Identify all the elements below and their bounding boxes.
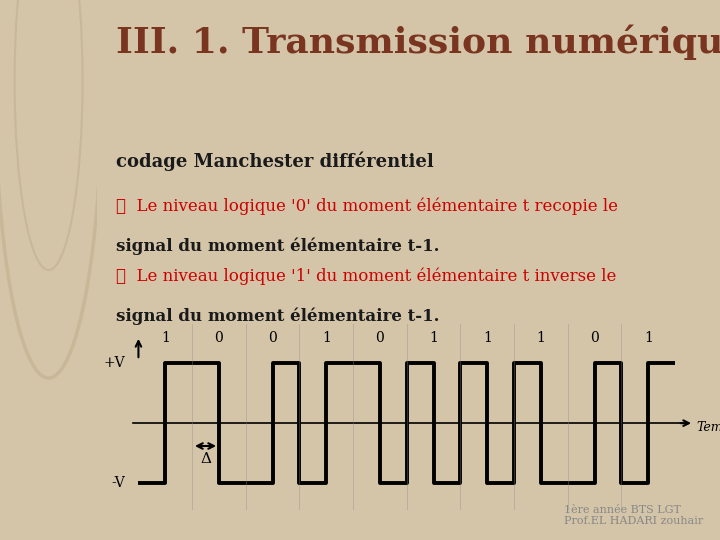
Text: 0: 0 [269,331,277,345]
Text: 1: 1 [536,331,546,345]
Text: 1: 1 [322,331,330,345]
Text: 1: 1 [429,331,438,345]
Text: -V: -V [112,476,125,490]
Text: Δ: Δ [200,452,211,466]
Text: ✘  Le niveau logique '1' du moment élémentaire t inverse le: ✘ Le niveau logique '1' du moment élémen… [116,267,616,285]
Text: signal du moment élémentaire t-1.: signal du moment élémentaire t-1. [116,308,439,325]
Text: Temps: Temps [697,421,720,435]
Text: 0: 0 [215,331,223,345]
Text: III. 1. Transmission numérique: (3): III. 1. Transmission numérique: (3) [116,24,720,60]
Text: codage Manchester différentiel: codage Manchester différentiel [116,151,433,171]
Text: 0: 0 [590,331,599,345]
Text: 0: 0 [376,331,384,345]
Text: ✘  Le niveau logique '0' du moment élémentaire t recopie le: ✘ Le niveau logique '0' du moment élémen… [116,197,618,214]
Text: 1: 1 [644,331,653,345]
Text: 1: 1 [483,331,492,345]
Text: signal du moment élémentaire t-1.: signal du moment élémentaire t-1. [116,238,439,255]
Text: 1ère année BTS LGT
Prof.EL HADARI zouhair: 1ère année BTS LGT Prof.EL HADARI zouhai… [564,505,703,526]
Text: 1: 1 [161,331,170,345]
Text: +V: +V [104,356,125,370]
